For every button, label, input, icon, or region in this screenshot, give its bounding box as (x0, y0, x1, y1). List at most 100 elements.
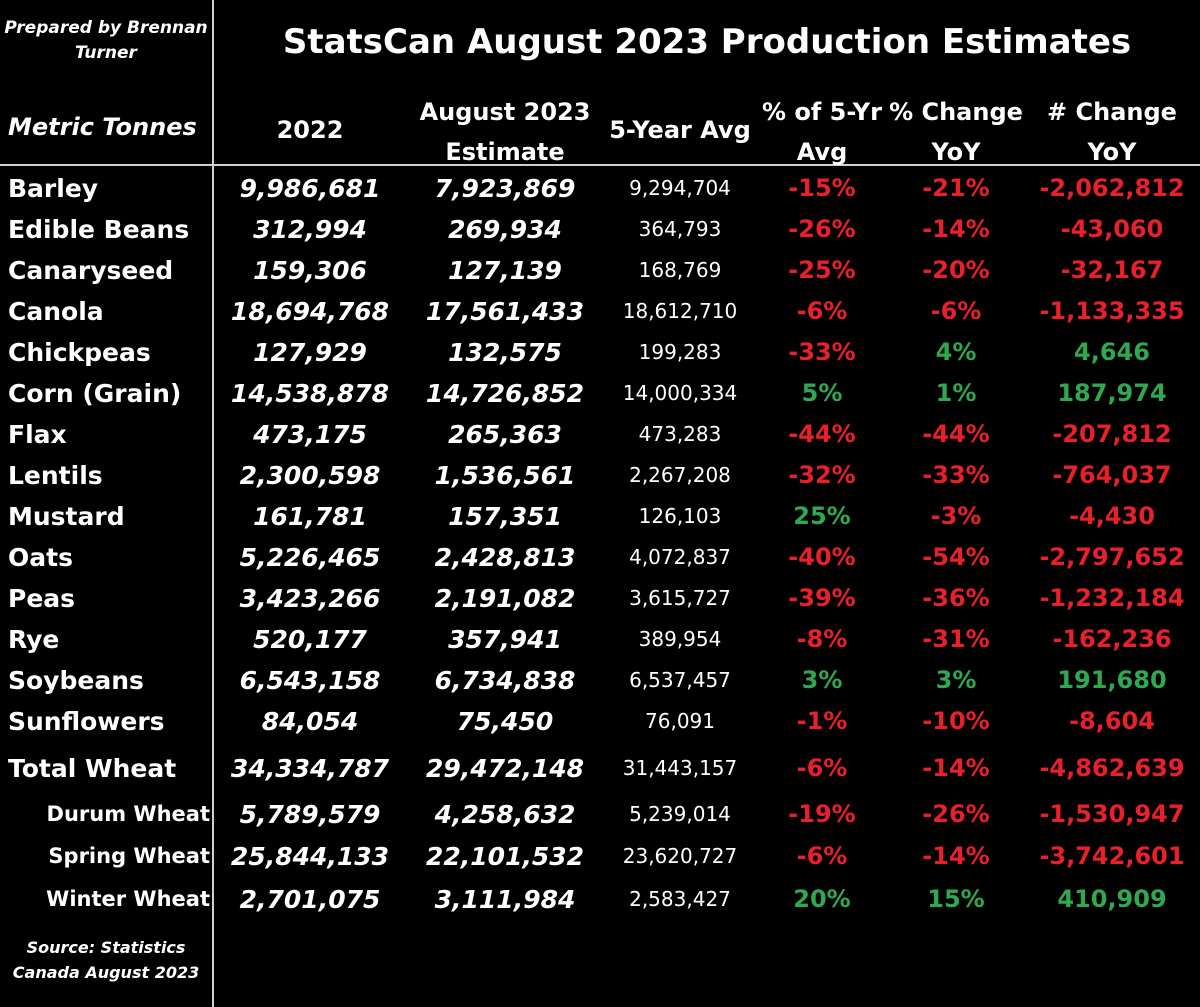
cell-y2022: 473,175 (253, 420, 367, 449)
page-title: StatsCan August 2023 Production Estimate… (282, 22, 1132, 62)
cell-aug2023: 6,734,838 (434, 666, 576, 695)
cell-y2022: 3,423,266 (239, 584, 381, 613)
crop-name: Edible Beans (8, 215, 190, 244)
cell-pct5: -33% (788, 338, 856, 366)
table-row: Canola 18,694,768 17,561,433 18,612,710 -6% -… (0, 291, 1200, 332)
cell-y2022: 5,789,579 (239, 800, 381, 829)
cell-y2022: 5,226,465 (239, 543, 381, 572)
crop-name: Lentils (8, 461, 103, 490)
cell-pct5: -6% (796, 754, 848, 782)
cell-avg5: 76,091 (645, 709, 715, 733)
table-row: Winter Wheat 2,701,075 3,111,984 2,583,427 2… (0, 879, 1200, 920)
cell-pctyoy: -3% (930, 502, 982, 530)
cell-pctyoy: 3% (935, 666, 977, 694)
table-row: Sunflowers 84,054 75,450 76,091 -1% -10% -8,60… (0, 701, 1200, 742)
crop-name: Durum Wheat (46, 802, 210, 826)
column-header-line1: August 2023 (419, 98, 591, 126)
cell-numyoy: -1,133,335 (1039, 297, 1185, 325)
cell-avg5: 23,620,727 (622, 844, 738, 868)
cell-avg5: 2,267,208 (629, 463, 731, 487)
cell-avg5: 18,612,710 (622, 299, 738, 323)
cell-pct5: -19% (788, 800, 856, 828)
cell-pctyoy: 1% (935, 379, 977, 407)
cell-avg5: 4,072,837 (629, 545, 731, 569)
column-header-line1: # Change (1047, 98, 1177, 126)
cell-pctyoy: -14% (922, 842, 990, 870)
cell-aug2023: 269,934 (448, 215, 562, 244)
column-header-avg5: 5-Year Avg (580, 110, 780, 150)
cell-pct5: -1% (796, 707, 848, 735)
cell-numyoy: -43,060 (1060, 215, 1164, 243)
cell-y2022: 2,701,075 (239, 885, 381, 914)
credit-text: Prepared by Brennan Turner (4, 18, 208, 63)
cell-numyoy: 187,974 (1057, 379, 1167, 407)
cell-avg5: 3,615,727 (629, 586, 731, 610)
cell-avg5: 168,769 (638, 258, 722, 282)
cell-pct5: -6% (796, 842, 848, 870)
cell-numyoy: -2,062,812 (1039, 174, 1185, 202)
column-header-line1: 5-Year Avg (609, 116, 751, 144)
cell-numyoy: -2,797,652 (1039, 543, 1185, 571)
cell-pct5: -6% (796, 297, 848, 325)
cell-pct5: 3% (801, 666, 843, 694)
cell-avg5: 9,294,704 (629, 176, 731, 200)
column-header-line1: % Change (889, 98, 1023, 126)
cell-y2022: 2,300,598 (239, 461, 381, 490)
table-row: Corn (Grain) 14,538,878 14,726,852 14,000,3… (0, 373, 1200, 414)
crop-name: Mustard (8, 502, 125, 531)
cell-avg5: 14,000,334 (622, 381, 738, 405)
cell-numyoy: -8,604 (1069, 707, 1155, 735)
table-row: Flax 473,175 265,363 473,283 -44% -44% -207,81… (0, 414, 1200, 455)
cell-aug2023: 127,139 (448, 256, 562, 285)
cell-aug2023: 17,561,433 (425, 297, 585, 326)
cell-y2022: 14,538,878 (230, 379, 390, 408)
cell-pct5: -44% (788, 420, 856, 448)
cell-pctyoy: 4% (935, 338, 977, 366)
cell-avg5: 473,283 (638, 422, 722, 446)
cell-numyoy: -4,430 (1069, 502, 1155, 530)
cell-aug2023: 14,726,852 (425, 379, 585, 408)
table-row: Rye 520,177 357,941 389,954 -8% -31% -162,236 (0, 619, 1200, 660)
column-header-line1: % of 5-Yr (761, 98, 883, 126)
cell-aug2023: 132,575 (448, 338, 562, 367)
column-header-y2022: 2022 (210, 110, 410, 150)
cell-pctyoy: -21% (922, 174, 990, 202)
cell-aug2023: 2,428,813 (434, 543, 576, 572)
crop-name: Soybeans (8, 666, 144, 695)
column-header-pct5: % of 5-Yr Avg (722, 92, 922, 172)
cell-pct5: -32% (788, 461, 856, 489)
table-row: Canaryseed 159,306 127,139 168,769 -25% -20% -… (0, 250, 1200, 291)
cell-numyoy: -1,232,184 (1039, 584, 1185, 612)
cell-pctyoy: -33% (922, 461, 990, 489)
table-row: Mustard 161,781 157,351 126,103 25% -3% -4,430 (0, 496, 1200, 537)
cell-aug2023: 157,351 (448, 502, 562, 531)
crop-name: Oats (8, 543, 73, 572)
source-text: Source: Statistics Canada August 2023 (12, 938, 200, 982)
cell-pctyoy: 15% (927, 885, 985, 913)
left-divider (212, 0, 214, 1007)
cell-pctyoy: -26% (922, 800, 990, 828)
cell-y2022: 6,543,158 (239, 666, 381, 695)
cell-y2022: 34,334,787 (230, 754, 390, 783)
cell-avg5: 5,239,014 (629, 802, 731, 826)
column-header-aug2023: August 2023 Estimate (405, 92, 605, 172)
cell-pctyoy: -6% (930, 297, 982, 325)
cell-y2022: 9,986,681 (239, 174, 381, 203)
cell-aug2023: 4,258,632 (434, 800, 576, 829)
cell-aug2023: 3,111,984 (434, 885, 576, 914)
crop-name: Total Wheat (8, 754, 177, 783)
cell-aug2023: 29,472,148 (425, 754, 585, 783)
cell-pctyoy: -14% (922, 215, 990, 243)
cell-numyoy: -32,167 (1060, 256, 1164, 284)
cell-numyoy: 410,909 (1057, 885, 1167, 913)
table-row: Barley 9,986,681 7,923,869 9,294,704 -15% -21… (0, 168, 1200, 209)
cell-y2022: 312,994 (253, 215, 367, 244)
cell-aug2023: 1,536,561 (434, 461, 576, 490)
crop-name: Corn (Grain) (8, 379, 182, 408)
cell-pct5: -15% (788, 174, 856, 202)
table-row: Lentils 2,300,598 1,536,561 2,267,208 -32% -3… (0, 455, 1200, 496)
cell-aug2023: 75,450 (456, 707, 554, 736)
cell-avg5: 2,583,427 (629, 887, 731, 911)
column-header-line2: YoY (1087, 138, 1137, 166)
cell-pctyoy: -10% (922, 707, 990, 735)
